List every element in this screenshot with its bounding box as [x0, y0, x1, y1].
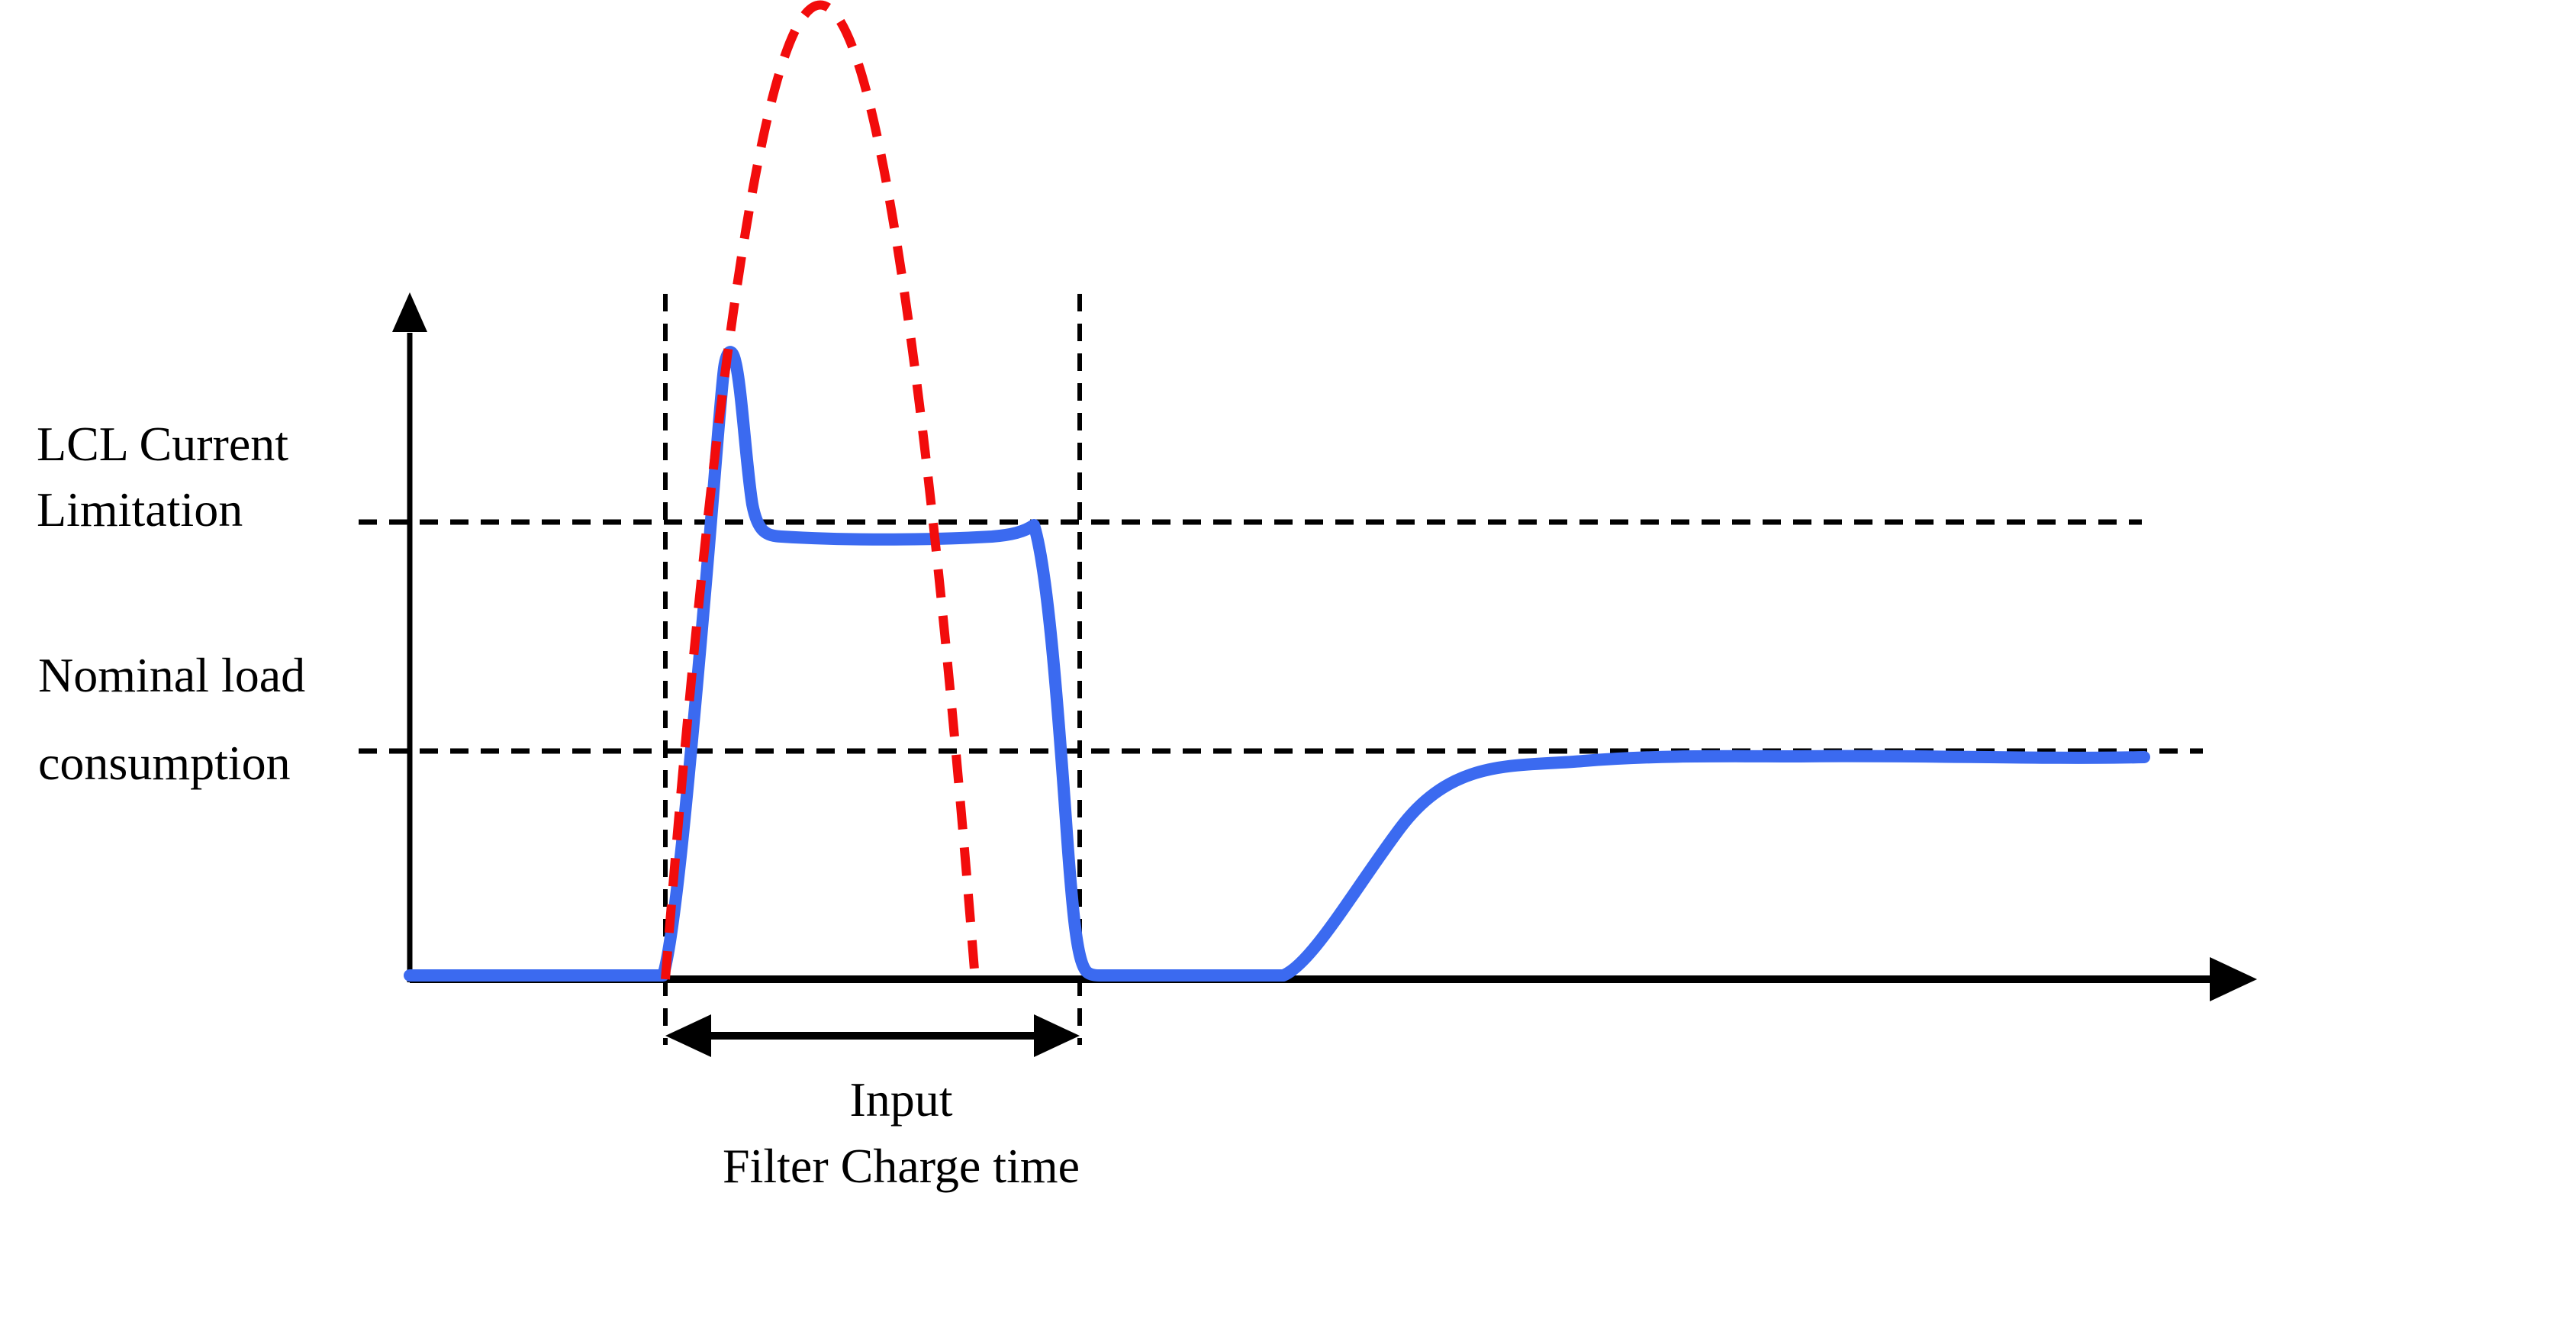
x-axis-arrow-icon [2210, 957, 2257, 1001]
unlimited-inrush-curve [661, 0, 980, 980]
nominal-load-label-line2: consumption [38, 736, 291, 790]
nominal-load-label-line1: Nominal load [38, 648, 305, 702]
y-axis-arrow-icon [392, 292, 427, 332]
lcl-limit-label-line1: LCL Current [37, 417, 288, 471]
charge-time-label-line1: Input [849, 1072, 952, 1127]
charge-time-label-line2: Filter Charge time [723, 1139, 1080, 1193]
charge-time-span-left-arrow-icon [665, 1014, 711, 1057]
charge-time-span-right-arrow-icon [1034, 1014, 1080, 1057]
lcl-limited-current-curve [404, 346, 2150, 982]
lcl-limit-label-line2: Limitation [37, 482, 243, 537]
